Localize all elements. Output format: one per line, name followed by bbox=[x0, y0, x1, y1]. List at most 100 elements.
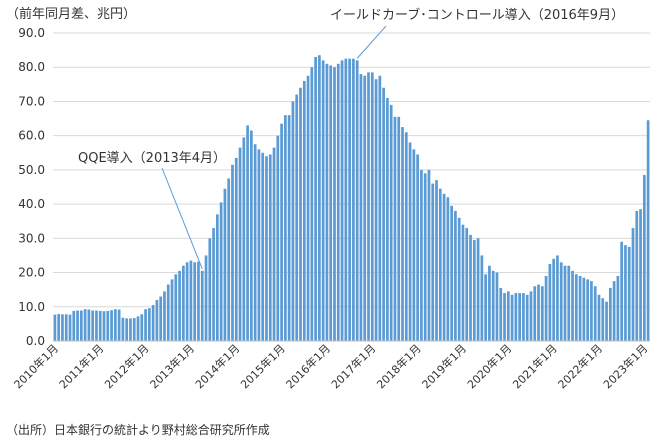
bar bbox=[110, 310, 113, 341]
bar bbox=[457, 217, 461, 341]
bar bbox=[314, 56, 317, 341]
bar bbox=[472, 240, 476, 341]
bar bbox=[113, 309, 117, 341]
bar bbox=[480, 255, 484, 341]
bar bbox=[533, 286, 537, 341]
bar bbox=[386, 98, 389, 342]
bar bbox=[514, 293, 518, 341]
bar bbox=[488, 265, 491, 341]
y-tick-label: 60.0 bbox=[18, 129, 45, 143]
bar bbox=[87, 309, 91, 341]
x-tick-label: 2020年1月 bbox=[464, 341, 514, 391]
bar bbox=[574, 274, 578, 341]
x-tick-label: 2014年1月 bbox=[192, 341, 242, 391]
bar bbox=[174, 274, 178, 341]
bar bbox=[117, 309, 121, 341]
y-tick-label: 70.0 bbox=[18, 94, 45, 108]
unit-label: （前年同月差、兆円） bbox=[6, 6, 136, 22]
bar bbox=[276, 135, 280, 341]
bar bbox=[642, 175, 646, 341]
bar bbox=[548, 264, 552, 341]
bar bbox=[333, 67, 336, 341]
x-tick-label: 2019年1月 bbox=[419, 341, 469, 391]
bar bbox=[397, 116, 401, 341]
grid-layer bbox=[53, 32, 650, 308]
x-tick-label: 2010年1月 bbox=[11, 341, 61, 391]
bar bbox=[412, 149, 416, 341]
y-tick-label: 50.0 bbox=[18, 163, 45, 177]
bar bbox=[427, 169, 431, 341]
bar bbox=[344, 58, 348, 342]
bar bbox=[627, 246, 631, 341]
bar bbox=[518, 293, 522, 341]
bar-layer bbox=[53, 55, 650, 342]
bar bbox=[257, 149, 261, 341]
bar bbox=[401, 127, 404, 341]
bar bbox=[155, 299, 159, 341]
bar bbox=[639, 209, 642, 341]
bar bbox=[559, 262, 563, 341]
bar bbox=[499, 287, 503, 341]
bar bbox=[582, 277, 586, 341]
y-tick-label: 80.0 bbox=[18, 60, 45, 74]
bar bbox=[529, 291, 533, 341]
bar bbox=[612, 281, 616, 341]
bar bbox=[76, 310, 79, 341]
bar bbox=[238, 147, 242, 341]
bar bbox=[370, 72, 374, 341]
annotation-leader-line bbox=[161, 167, 203, 270]
y-tick-label: 0.0 bbox=[26, 334, 45, 348]
bar bbox=[250, 130, 253, 341]
bar bbox=[151, 305, 155, 341]
bar bbox=[352, 58, 355, 342]
bar bbox=[200, 270, 204, 341]
bar bbox=[325, 63, 329, 342]
bar bbox=[382, 87, 385, 341]
bar bbox=[306, 75, 310, 342]
bar bbox=[287, 115, 291, 341]
bar bbox=[280, 123, 283, 341]
bar bbox=[454, 210, 457, 341]
bar bbox=[212, 228, 215, 341]
bar bbox=[189, 260, 193, 341]
y-tick-label: 30.0 bbox=[18, 231, 45, 245]
bar bbox=[227, 178, 231, 341]
bar bbox=[216, 214, 219, 341]
bar bbox=[578, 275, 582, 341]
bar bbox=[102, 311, 106, 341]
bar bbox=[567, 265, 571, 341]
bar bbox=[83, 309, 87, 341]
bar bbox=[389, 104, 393, 341]
bar bbox=[223, 188, 227, 341]
bar bbox=[404, 132, 408, 341]
bar bbox=[329, 65, 333, 341]
x-tick-label: 2015年1月 bbox=[238, 341, 288, 391]
bar bbox=[442, 193, 446, 341]
y-tick-label: 20.0 bbox=[18, 266, 45, 280]
bar bbox=[363, 75, 367, 342]
bar bbox=[231, 164, 234, 341]
bar bbox=[525, 294, 529, 341]
bar bbox=[431, 183, 435, 341]
bar bbox=[608, 287, 612, 341]
annotation-label: イールドカーブ･コントロール導入（2016年9月） bbox=[330, 7, 624, 23]
bar bbox=[408, 142, 412, 341]
bar bbox=[265, 156, 268, 341]
bar bbox=[197, 261, 200, 341]
bar bbox=[571, 270, 574, 341]
bar bbox=[246, 125, 249, 342]
x-tick-label: 2023年1月 bbox=[600, 341, 650, 391]
bar bbox=[261, 152, 265, 341]
bar bbox=[140, 314, 144, 341]
bar bbox=[586, 279, 590, 341]
bar bbox=[336, 63, 340, 342]
bar bbox=[136, 316, 140, 341]
bar bbox=[106, 310, 110, 341]
bar bbox=[476, 238, 480, 341]
x-tick-label: 2016年1月 bbox=[283, 341, 333, 391]
bar bbox=[318, 55, 321, 341]
bar bbox=[204, 255, 208, 341]
x-tick-label: 2018年1月 bbox=[374, 341, 424, 391]
x-tick-label: 2012年1月 bbox=[101, 341, 151, 391]
bar bbox=[242, 137, 246, 341]
